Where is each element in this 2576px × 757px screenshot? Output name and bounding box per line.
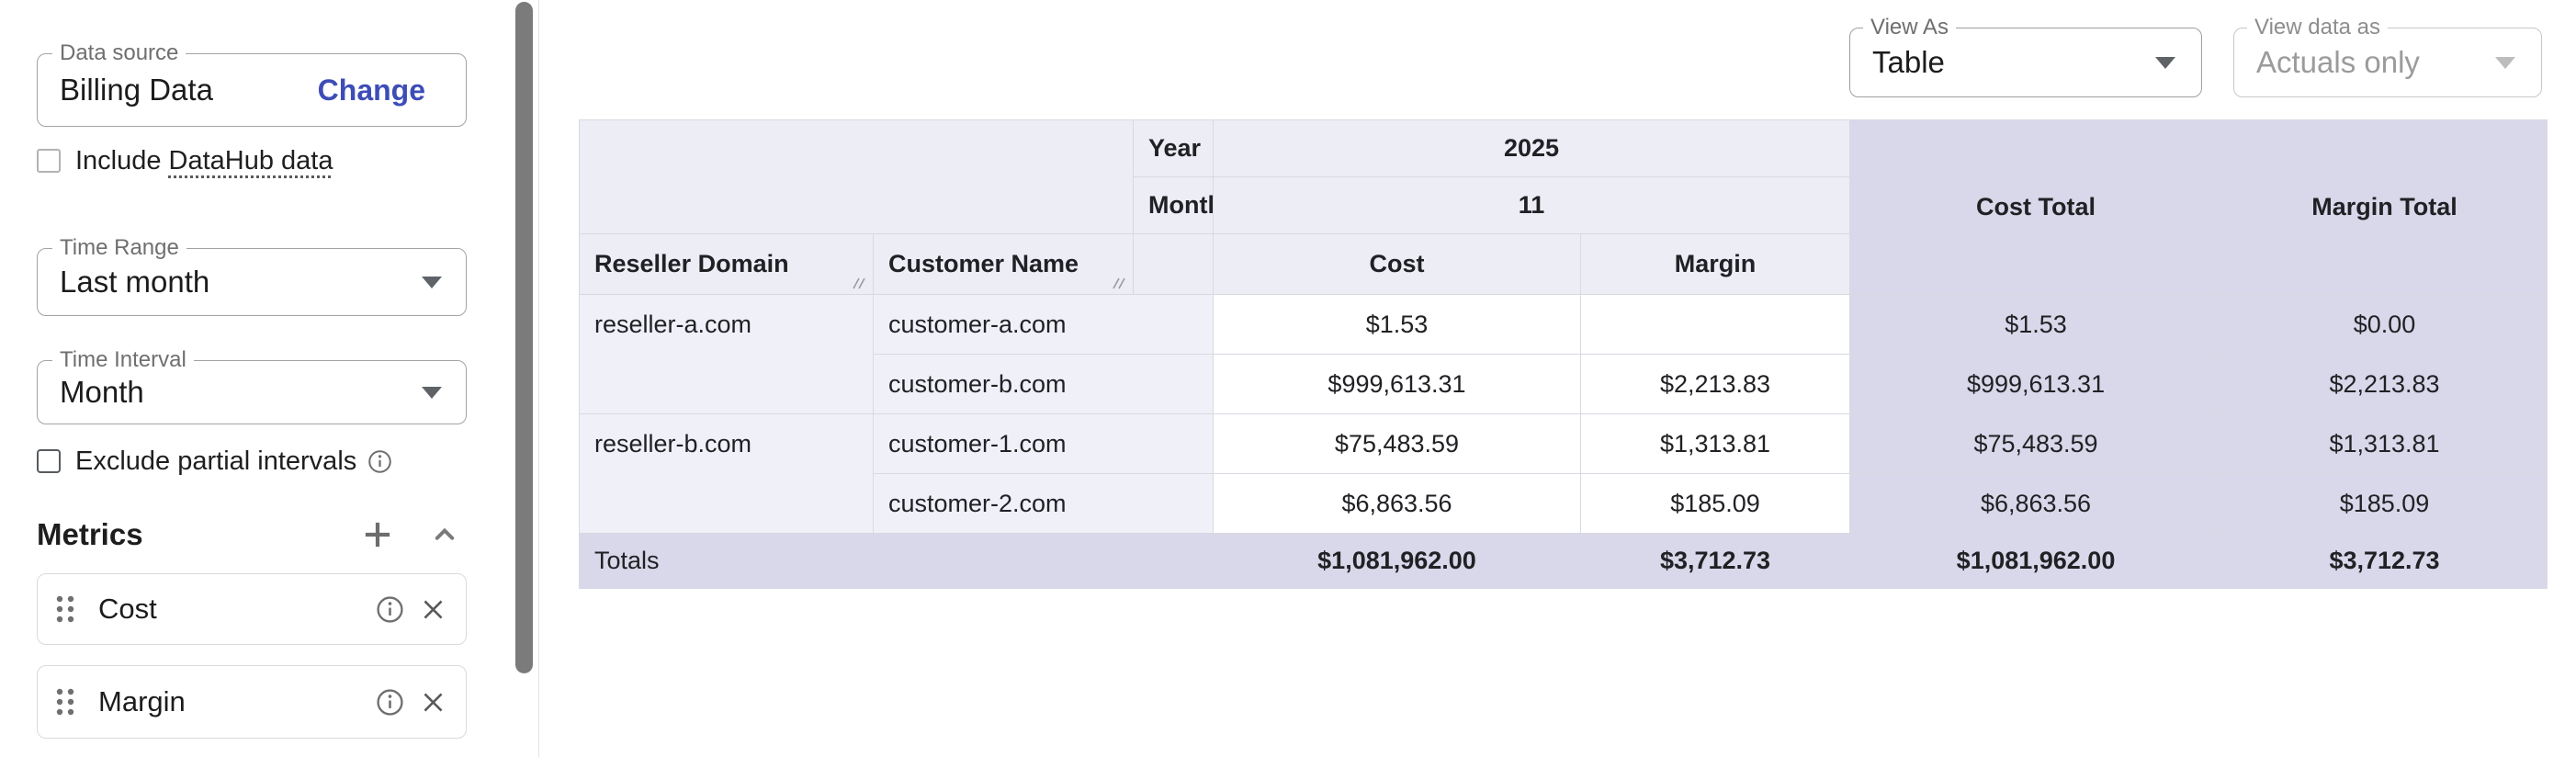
- margin-total-cell: $2,213.83: [2221, 354, 2548, 414]
- margin-total-cell: $1,313.81: [2221, 413, 2548, 474]
- metric-name: Cost: [98, 593, 157, 625]
- cost-cell: $1.53: [1213, 294, 1581, 355]
- month-label-cell: Month: [1133, 176, 1214, 234]
- cost-cell: $6,863.56: [1213, 473, 1581, 534]
- totals-label-cell: Totals: [579, 533, 1214, 589]
- totals-margin-cell: $3,712.73: [1579, 533, 1851, 589]
- margin-cell: $1,313.81: [1579, 413, 1851, 474]
- margin-column-header: Margin: [1579, 233, 1851, 295]
- include-datahub-row: Include DataHub data: [37, 146, 333, 176]
- datahub-data-link[interactable]: DataHub data: [168, 145, 333, 175]
- month-value-cell: 11: [1212, 176, 1851, 234]
- billing-pivot-table: Year 2025 Cost Total Margin Total Month …: [579, 119, 2548, 589]
- info-icon[interactable]: [367, 449, 392, 474]
- cost-total-cell: $75,483.59: [1849, 413, 2223, 474]
- cost-total-cell: $1.53: [1849, 294, 2223, 355]
- chevron-down-icon: [2495, 56, 2515, 69]
- totals-margin-total-cell: $3,712.73: [2221, 533, 2548, 589]
- view-data-as-label: View data as: [2247, 15, 2388, 40]
- data-source-value: Billing Data: [60, 73, 213, 107]
- view-data-as-select[interactable]: View data as Actuals only: [2233, 15, 2542, 97]
- chevron-down-icon: [2155, 56, 2175, 69]
- margin-cell: [1579, 294, 1851, 355]
- reseller-cell: reseller-b.com: [579, 413, 874, 534]
- cost-column-header: Cost: [1213, 233, 1581, 295]
- time-interval-select[interactable]: Time Interval Month: [37, 347, 467, 424]
- margin-cell: $185.09: [1579, 473, 1851, 534]
- view-as-select[interactable]: View As Table: [1849, 15, 2202, 97]
- reseller-cell: reseller-a.com: [579, 294, 874, 414]
- totals-cost-total-cell: $1,081,962.00: [1849, 533, 2223, 589]
- margin-total-header: Margin Total: [2221, 119, 2548, 295]
- cost-total-cell: $6,863.56: [1849, 473, 2223, 534]
- column-resize-grip[interactable]: [851, 276, 867, 290]
- cost-cell: $999,613.31: [1213, 354, 1581, 414]
- include-datahub-label-prefix: Include: [75, 145, 162, 175]
- cost-cell: $75,483.59: [1213, 413, 1581, 474]
- customer-cell: customer-b.com: [873, 354, 1214, 414]
- view-as-label: View As: [1863, 15, 1956, 40]
- time-interval-label: Time Interval: [52, 347, 194, 373]
- chevron-down-icon: [422, 386, 442, 399]
- year-label-cell: Year: [1133, 119, 1214, 177]
- metric-name: Margin: [98, 685, 186, 717]
- column-resize-grip[interactable]: [1111, 276, 1127, 290]
- info-icon[interactable]: [376, 595, 404, 624]
- exclude-partial-checkbox[interactable]: [37, 449, 61, 473]
- chevron-up-icon: [435, 527, 455, 540]
- customer-name-header: Customer Name: [873, 233, 1134, 295]
- info-icon[interactable]: [376, 688, 404, 717]
- totals-cost-cell: $1,081,962.00: [1213, 533, 1581, 589]
- exclude-partial-label: Exclude partial intervals: [75, 446, 357, 476]
- cost-total-header: Cost Total: [1849, 119, 2223, 295]
- close-icon[interactable]: [419, 688, 447, 717]
- include-datahub-label: Include DataHub data: [75, 146, 333, 176]
- customer-cell: customer-1.com: [873, 413, 1214, 474]
- close-icon[interactable]: [419, 595, 447, 624]
- customer-cell: customer-a.com: [873, 294, 1214, 355]
- time-range-select[interactable]: Time Range Last month: [37, 235, 467, 316]
- metric-card-cost[interactable]: Cost: [37, 573, 467, 645]
- chevron-down-icon: [422, 276, 442, 288]
- margin-cell: $2,213.83: [1579, 354, 1851, 414]
- metrics-section-header: Metrics: [37, 514, 467, 555]
- exclude-partial-row: Exclude partial intervals: [37, 446, 392, 476]
- reseller-domain-header: Reseller Domain: [579, 233, 874, 295]
- change-data-source-button[interactable]: Change: [317, 73, 425, 107]
- view-as-value: Table: [1872, 45, 1945, 79]
- drag-handle-icon[interactable]: [52, 685, 78, 718]
- header-corner-cell: [579, 119, 1134, 234]
- sidebar-scrollbar[interactable]: [515, 2, 533, 673]
- margin-total-cell: $185.09: [2221, 473, 2548, 534]
- cost-total-cell: $999,613.31: [1849, 354, 2223, 414]
- drag-handle-icon[interactable]: [52, 593, 78, 626]
- collapse-metrics-button[interactable]: [428, 518, 461, 551]
- settings-sidebar: Data source Billing Data Change Include …: [0, 0, 539, 757]
- year-value-cell: 2025: [1212, 119, 1851, 177]
- view-data-as-value: Actuals only: [2256, 45, 2420, 79]
- data-source-label: Data source: [52, 40, 186, 66]
- margin-total-cell: $0.00: [2221, 294, 2548, 355]
- time-interval-value: Month: [60, 375, 144, 409]
- add-metric-button[interactable]: [358, 515, 397, 554]
- metric-card-margin[interactable]: Margin: [37, 665, 467, 739]
- include-datahub-checkbox[interactable]: [37, 149, 61, 173]
- time-range-value: Last month: [60, 265, 210, 299]
- metrics-title: Metrics: [37, 517, 143, 551]
- data-source-field: Data source Billing Data Change: [37, 40, 467, 127]
- plus-icon: [365, 522, 390, 548]
- time-range-label: Time Range: [52, 235, 186, 261]
- customer-cell: customer-2.com: [873, 473, 1214, 534]
- header-spacer-cell: [1133, 233, 1214, 295]
